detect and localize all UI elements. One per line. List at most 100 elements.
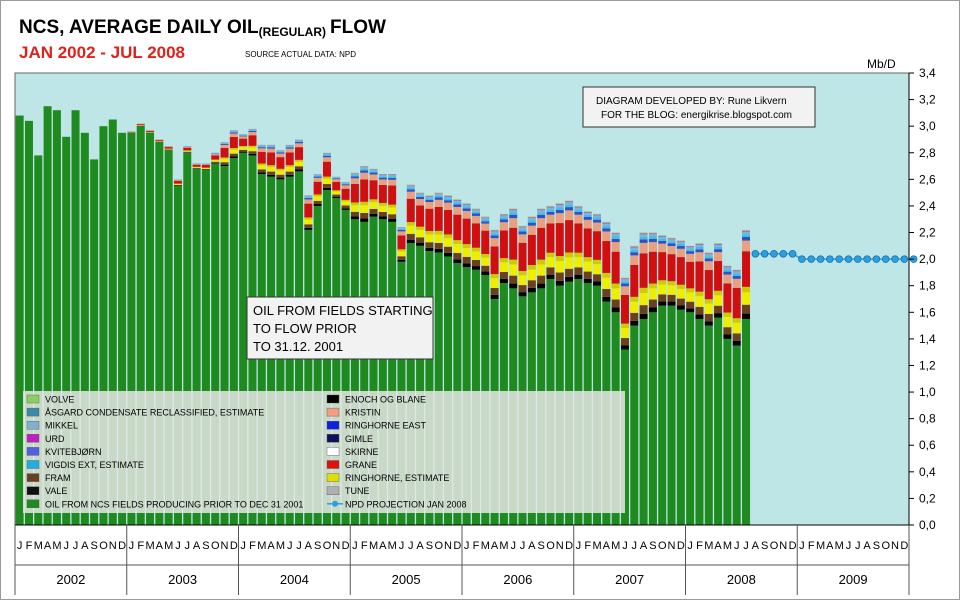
x-month-label: D	[677, 540, 685, 552]
bar-segment	[295, 141, 303, 142]
bar-segment	[640, 233, 648, 234]
bar-segment	[668, 239, 676, 240]
bar-segment	[491, 231, 499, 232]
projection-point	[845, 256, 852, 263]
bar-segment	[407, 186, 415, 188]
bar-segment	[714, 244, 722, 245]
bar-segment	[323, 177, 331, 179]
bar-segment	[453, 202, 461, 204]
bar-segment	[239, 136, 247, 137]
bar-segment	[193, 165, 201, 167]
bar-segment	[574, 210, 582, 212]
bar-segment	[388, 219, 396, 222]
bar-segment	[602, 223, 610, 224]
bar-segment	[239, 135, 247, 136]
bar-segment	[649, 233, 657, 234]
bar-segment	[528, 218, 536, 220]
x-month-label: J	[520, 540, 526, 552]
bar-segment	[435, 231, 443, 235]
bar-segment	[248, 131, 256, 132]
bar-segment	[602, 273, 610, 278]
legend-label: SKIRNE	[345, 447, 379, 457]
bar-segment	[630, 255, 638, 265]
credit-line-1: DIAGRAM DEVELOPED BY: Rune Likvern	[596, 96, 787, 107]
bar-segment	[397, 229, 405, 230]
x-month-label: O	[658, 540, 667, 552]
x-month-label: J	[743, 540, 749, 552]
bar-segment	[723, 272, 731, 275]
bar-segment	[491, 288, 499, 295]
bar-segment	[370, 174, 378, 180]
bar-segment	[323, 156, 331, 157]
bar-segment	[584, 215, 592, 217]
bar-segment	[323, 157, 331, 161]
bar-segment	[155, 140, 163, 141]
bar-segment	[630, 247, 638, 249]
bar-segment	[267, 172, 275, 175]
bar-segment	[528, 270, 536, 281]
bar-segment	[733, 318, 741, 323]
x-month-label: M	[592, 540, 601, 552]
legend-swatch	[27, 395, 39, 403]
bar-segment	[658, 236, 666, 237]
bar-segment	[491, 235, 499, 238]
bar-segment	[602, 231, 610, 241]
bar-segment	[612, 239, 620, 242]
y-tick-label: 2,4	[919, 199, 936, 213]
bar-segment	[276, 151, 284, 152]
bar-segment	[286, 152, 294, 165]
bar-segment	[397, 236, 405, 250]
x-month-label: J	[287, 540, 293, 552]
x-year-label: 2007	[615, 572, 644, 587]
bar-segment	[630, 250, 638, 252]
bar-segment	[509, 264, 517, 275]
x-month-label: M	[481, 540, 490, 552]
bar-segment	[463, 244, 471, 248]
legend-swatch	[327, 395, 339, 403]
bar-segment	[537, 284, 545, 289]
x-month-label: M	[499, 540, 508, 552]
legend-swatch	[27, 487, 39, 495]
bar-segment	[500, 215, 508, 216]
legend-label: VOLVE	[45, 395, 74, 405]
x-month-label: O	[881, 540, 890, 552]
bar-segment	[351, 174, 359, 175]
x-month-label: S	[873, 540, 880, 552]
bar-segment	[444, 200, 452, 202]
bar-segment	[276, 152, 284, 153]
legend-swatch	[327, 487, 339, 495]
bar-segment	[314, 196, 322, 200]
bar-segment	[444, 210, 452, 234]
bar-segment	[314, 178, 322, 182]
bar-segment	[165, 147, 173, 149]
x-month-label: J	[464, 540, 470, 552]
annotation-line-2: TO FLOW PRIOR	[253, 321, 357, 336]
bar-segment	[565, 202, 573, 204]
x-month-label: M	[611, 540, 620, 552]
bar-segment	[481, 258, 489, 266]
y-tick-label: 3,4	[919, 66, 936, 80]
bar-segment	[360, 167, 368, 168]
x-month-label: J	[63, 540, 69, 552]
x-month-label: D	[118, 540, 126, 552]
bar-segment	[509, 215, 517, 218]
bar-base	[733, 346, 741, 525]
bar-segment	[640, 237, 648, 240]
bar-segment	[630, 313, 638, 321]
bar-segment	[174, 180, 182, 181]
bar-segment	[733, 271, 741, 273]
bar-base	[723, 339, 731, 525]
x-month-label: S	[649, 540, 656, 552]
bar-segment	[602, 223, 610, 225]
bar-segment	[360, 169, 368, 171]
bar-segment	[193, 164, 201, 165]
bar-segment	[509, 210, 517, 212]
bar-segment	[686, 246, 694, 247]
bar-segment	[202, 168, 210, 169]
bar-segment	[714, 291, 722, 295]
bar-segment	[528, 265, 536, 270]
legend-swatch	[327, 434, 339, 442]
x-month-label: A	[44, 540, 52, 552]
bar-segment	[584, 213, 592, 215]
x-month-label: M	[835, 540, 844, 552]
